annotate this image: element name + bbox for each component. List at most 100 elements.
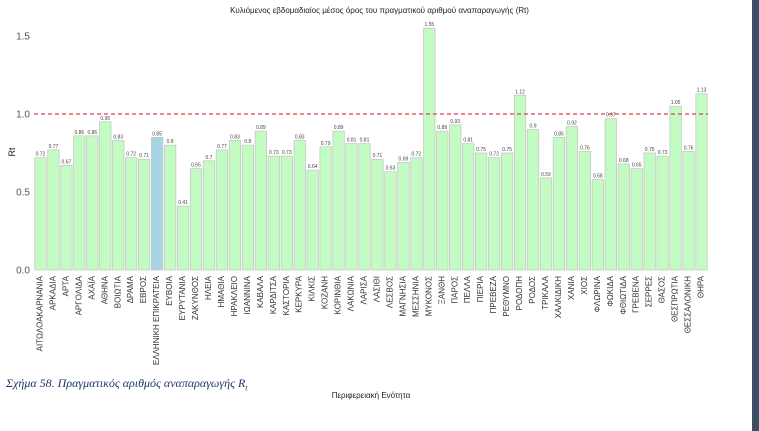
bar (125, 157, 138, 271)
data-label: 0.77 (217, 144, 227, 150)
data-label: 0.59 (541, 172, 551, 178)
bar (630, 168, 643, 271)
data-label: 0.89 (256, 125, 266, 131)
data-label: 0.75 (502, 147, 512, 153)
x-tick-label: ΠΙΕΡΙΑ (476, 275, 485, 302)
data-label: 0.72 (126, 152, 136, 158)
bar (86, 135, 99, 271)
chart-title: Κυλιόμενος εβδομαδιαίος μέσος όρος του π… (230, 6, 529, 15)
data-label: 0.92 (567, 120, 577, 126)
y-tick-label: 1.5 (16, 32, 30, 43)
bar (189, 168, 203, 271)
bar (319, 146, 332, 271)
x-tick-label: ΖΑΚΥΝΘΟΣ (191, 276, 200, 320)
data-label: 0.86 (74, 130, 84, 136)
bar (254, 130, 267, 271)
x-tick-label: ΧΙΟΣ (580, 276, 589, 295)
x-tick-label: ΑΡΚΑΔΙΑ (48, 275, 57, 310)
x-axis-label: Περιφερειακή Ενότητα (332, 391, 411, 400)
data-label: 0.85 (152, 131, 162, 137)
data-label: 0.71 (373, 153, 383, 159)
x-tick-label: ΛΑΚΩΝΙΑ (347, 275, 356, 311)
x-tick-label: ΠΑΡΟΣ (450, 276, 459, 304)
bar (643, 152, 656, 271)
data-label: 0.65 (191, 163, 201, 169)
bar (565, 126, 579, 271)
data-label: 0.81 (463, 138, 473, 144)
data-label: 0.65 (632, 163, 642, 169)
bar (73, 135, 86, 271)
bar (345, 143, 358, 271)
x-tick-label: ΧΑΝΙΑ (567, 275, 576, 300)
data-label: 0.73 (282, 150, 292, 156)
bar (202, 160, 216, 271)
bar (60, 165, 73, 271)
figure-caption: Σχήμα 58. Πραγματικός αριθμός αναπαραγωγ… (6, 376, 248, 392)
data-label: 0.63 (386, 166, 396, 172)
x-tick-label: ΕΥΡΥΤΑΝΙΑ (178, 275, 187, 320)
bar (371, 158, 384, 271)
data-label: 0.85 (554, 131, 564, 137)
bar (436, 130, 449, 271)
bar (656, 155, 669, 271)
data-label: 0.89 (437, 125, 447, 131)
x-tick-label: ΗΡΑΚΛΕΙΟ (230, 276, 239, 316)
bar (591, 179, 604, 271)
data-label: 0.89 (334, 125, 344, 131)
x-tick-label: ΘΗΡΑ (697, 275, 706, 298)
data-label: 1.05 (671, 100, 681, 106)
y-tick-label: 1.0 (16, 110, 30, 121)
y-axis-label: Rt (7, 147, 17, 156)
data-label: 0.81 (360, 138, 370, 144)
x-tick-label: ΓΡΕΒΕΝΑ (632, 275, 641, 313)
data-label: 0.76 (684, 145, 694, 151)
y-tick-label: 0.0 (16, 266, 30, 277)
x-tick-label: ΑΘΗΝΑ (100, 275, 109, 304)
bar (241, 144, 254, 271)
x-tick-label: ΕΒΡΟΣ (139, 276, 148, 303)
x-tick-label: ΜΥΚΟΝΟΣ (424, 276, 433, 316)
x-tick-label: ΗΜΑΘΙΑ (217, 275, 226, 307)
x-tick-label: ΧΑΛΚΙΔΙΚΗ (554, 276, 563, 318)
x-tick-label: ΡΟΔΟΣ (528, 276, 537, 304)
data-label: 0.97 (606, 113, 616, 119)
data-label: 0.71 (139, 153, 149, 159)
x-tick-label: ΚΑΒΑΛΑ (256, 275, 265, 308)
bar (267, 155, 280, 271)
x-tick-label: ΚΕΡΚΥΡΑ (295, 275, 304, 312)
x-tick-label: ΛΑΣΙΘΙ (372, 276, 381, 302)
x-tick-label: ΑΡΓΟΛΙΔΑ (74, 275, 83, 315)
data-label: 0.75 (645, 147, 655, 153)
x-tick-label: ΚΟΡΙΝΘΙΑ (334, 275, 343, 314)
bar (293, 140, 306, 271)
data-label: 0.72 (489, 152, 499, 158)
bar (500, 152, 514, 271)
bar (669, 105, 682, 271)
data-label: 0.76 (580, 145, 590, 151)
bar (539, 177, 553, 271)
bar (617, 163, 630, 271)
x-tick-label: ΙΩΑΝΝΙΝΑ (243, 275, 252, 314)
y-tick-label: 0.5 (16, 188, 30, 199)
x-tick-label: ΚΑΣΤΟΡΙΑ (282, 275, 291, 315)
x-tick-label: ΗΛΕΙΑ (204, 275, 213, 300)
bar (215, 149, 229, 271)
data-label: 0.68 (619, 158, 629, 164)
x-tick-label: ΚΑΡΔΙΤΣΑ (269, 275, 278, 314)
data-label: 0.7 (206, 155, 213, 161)
bar (423, 27, 436, 271)
data-label: 0.77 (49, 144, 59, 150)
x-tick-label: ΣΕΡΡΕΣ (645, 276, 654, 307)
data-label: 0.95 (100, 116, 110, 122)
bar (138, 158, 151, 271)
bar (176, 205, 190, 271)
x-tick-label: ΘΕΣΣΑΛΟΝΙΚΗ (684, 276, 693, 334)
bar (358, 143, 371, 271)
x-tick-label: ΚΟΖΑΝΗ (321, 276, 330, 309)
x-tick-label: ΘΑΣΟΣ (658, 276, 667, 304)
x-tick-label: ΠΕΛΛΑ (463, 275, 472, 303)
bar (228, 140, 242, 271)
x-tick-label: ΚΙΛΚΙΣ (308, 276, 317, 301)
bar (410, 157, 423, 271)
